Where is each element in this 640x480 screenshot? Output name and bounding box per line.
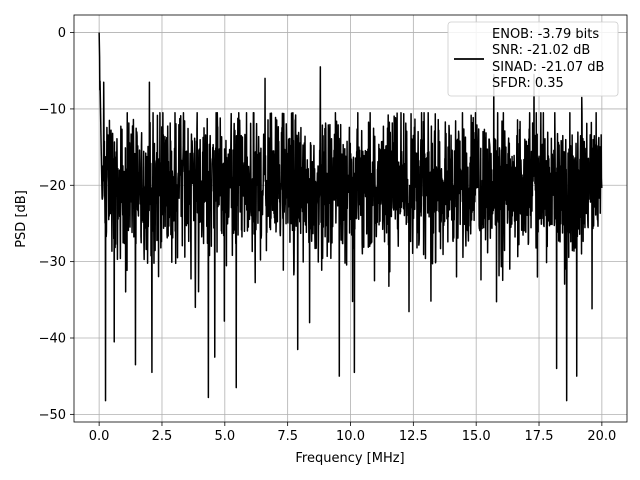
x-axis-label: Frequency [MHz] (295, 451, 404, 466)
legend-entry-enob: ENOB: -3.79 bits (492, 27, 599, 42)
y-tick-label: −30 (39, 255, 66, 270)
x-tick-label: 12.5 (399, 429, 428, 444)
legend-entry-sfdr: SFDR: 0.35 (492, 76, 564, 91)
y-axis: 0 −10 −20 −30 −40 −50 (39, 26, 74, 423)
psd-trace (98, 32, 603, 402)
x-tick-label: 7.5 (277, 429, 298, 444)
x-tick-label: 15.0 (462, 429, 491, 444)
x-tick-label: 10.0 (336, 429, 365, 444)
y-tick-label: −10 (39, 102, 66, 117)
y-tick-label: −50 (39, 408, 66, 423)
x-tick-label: 20.0 (587, 429, 616, 444)
y-tick-label: −40 (39, 332, 66, 347)
y-tick-label: −20 (39, 179, 66, 194)
x-tick-label: 5.0 (214, 429, 235, 444)
psd-series-line (98, 32, 603, 402)
x-tick-label: 0.0 (89, 429, 110, 444)
y-axis-label: PSD [dB] (14, 190, 29, 248)
x-axis: 0.0 2.5 5.0 7.5 10.0 12.5 15.0 17.5 20.0 (89, 422, 616, 444)
legend-entry-snr: SNR: -21.02 dB (492, 43, 590, 58)
x-tick-label: 17.5 (525, 429, 554, 444)
legend: ENOB: -3.79 bits SNR: -21.02 dB SINAD: -… (447, 21, 619, 97)
legend-entry-sinad: SINAD: -21.07 dB (492, 60, 604, 75)
legend-box (447, 21, 619, 97)
y-tick-label: 0 (58, 26, 66, 41)
x-tick-label: 2.5 (152, 429, 173, 444)
